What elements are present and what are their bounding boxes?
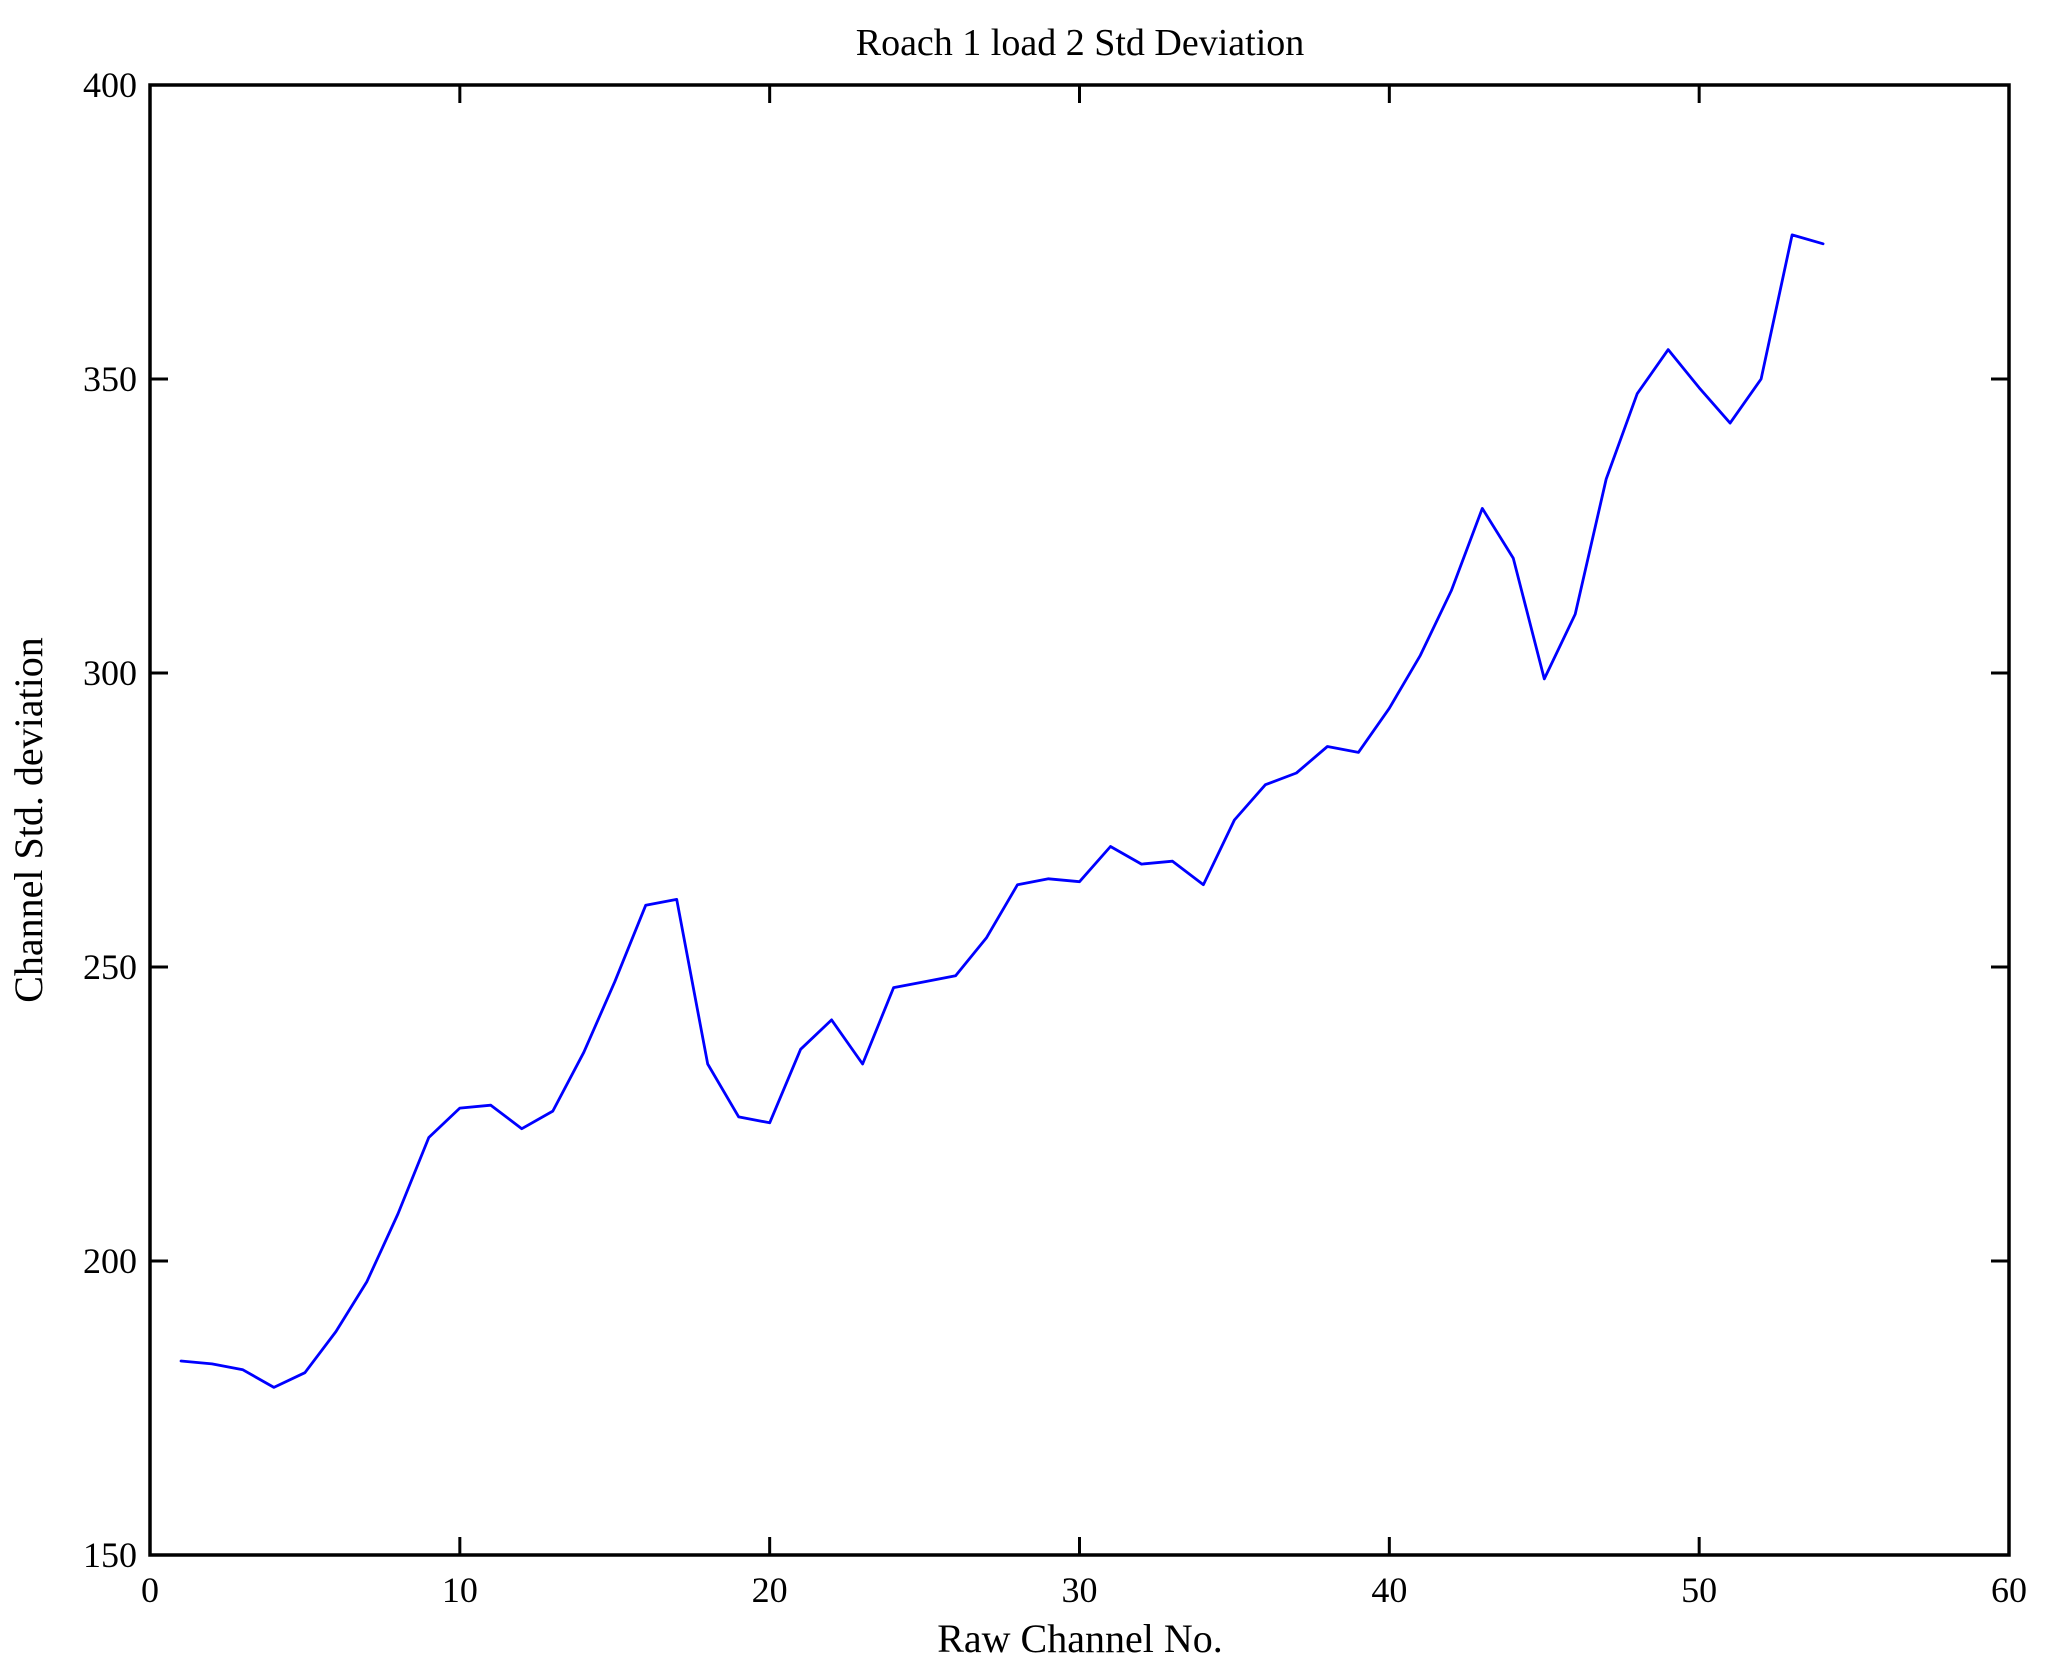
x-tick-label: 30 [1062, 1570, 1098, 1610]
y-tick-label: 200 [83, 1241, 137, 1281]
x-axis-label: Raw Channel No. [937, 1616, 1223, 1661]
x-tick-label: 40 [1371, 1570, 1407, 1610]
x-tick-label: 50 [1681, 1570, 1717, 1610]
plot-box [148, 83, 2011, 1557]
y-axis-label: Channel Std. deviation [6, 637, 51, 1003]
data-line-series [179, 233, 1825, 1389]
axes-frame: 0 10 20 30 40 50 60 150 200 250 300 350 400 [83, 65, 2027, 1610]
y-tick-label: 350 [83, 359, 137, 399]
y-tick-label: 400 [83, 65, 137, 105]
x-tick-label: 0 [141, 1570, 159, 1610]
chart-title: Roach 1 load 2 Std Deviation [856, 22, 1305, 64]
x-tick-label: 10 [442, 1570, 478, 1610]
y-tick-label: 300 [83, 653, 137, 693]
x-tick-label: 60 [1991, 1570, 2027, 1610]
y-tick-label: 150 [83, 1535, 137, 1575]
x-tick-label: 20 [752, 1570, 788, 1610]
y-tick-label: 250 [83, 947, 137, 987]
